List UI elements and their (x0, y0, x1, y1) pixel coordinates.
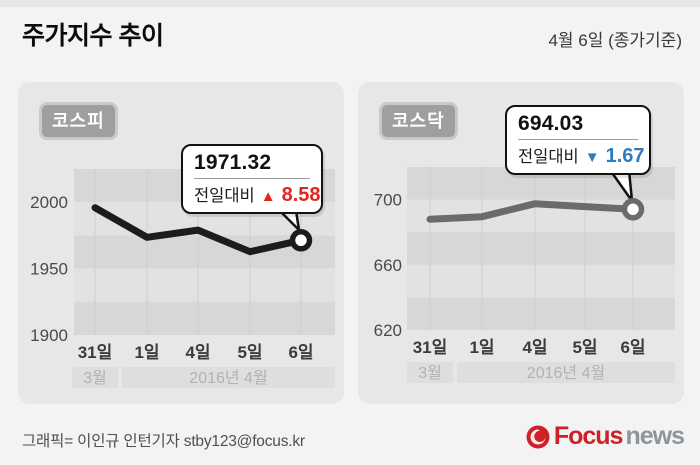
kospi-xtick-label: 5일 (237, 343, 262, 362)
kospi-panel: 2000 1950 1900 31일 1일 4일 5일 6일 3월 2016년 4월 코스피 19… (18, 82, 344, 404)
kospi-period-band (72, 367, 118, 388)
kosdaq-xtick-label: 4일 (522, 338, 547, 357)
kosdaq-stripe (407, 297, 675, 330)
kosdaq-ytick-label: 620 (374, 321, 402, 340)
kospi-callout-divider (194, 178, 310, 180)
kospi-change-label: 전일대비 (194, 187, 255, 206)
page-title: 주가지수 추이 (22, 22, 164, 50)
kospi-badge: 코스피 (39, 102, 118, 140)
kosdaq-chart: 700 660 620 31일 1일 4일 5일 6일 3월 2016년 4월 (374, 158, 675, 383)
kosdaq-change-label: 전일대비 (518, 148, 579, 167)
kosdaq-badge: 코스닥 (379, 102, 458, 140)
kospi-xtick-label: 6일 (288, 343, 313, 362)
kosdaq-callout-divider (518, 139, 638, 141)
kosdaq-period-label: 3월 (418, 364, 442, 382)
kospi-stripe (74, 301, 335, 335)
kosdaq-stripe (407, 264, 675, 298)
kosdaq-period-label: 2016년 4월 (527, 364, 605, 382)
kosdaq-period-band (457, 362, 675, 383)
kospi-ytick-label: 2000 (30, 193, 68, 212)
kospi-line (91, 204, 305, 256)
kosdaq-ytick-label: 700 (374, 191, 402, 210)
logo-text-news: news (625, 422, 685, 450)
kospi-change-value: 8.58 (281, 184, 321, 207)
kospi-period-label: 2016년 4월 (189, 369, 267, 387)
kospi-period-label: 3월 (83, 369, 107, 387)
kospi-xtick-label: 4일 (185, 343, 210, 362)
up-arrow-icon: ▲ (260, 188, 276, 206)
kosdaq-xtick-label: 5일 (572, 338, 597, 357)
kosdaq-xtick-label: 31일 (413, 338, 448, 357)
kosdaq-period-band (407, 362, 453, 383)
focusnews-swirl-icon (526, 425, 550, 448)
kospi-callout: 1971.32 전일대비 ▲ 8.58 (181, 144, 323, 215)
kospi-period-band (122, 367, 335, 388)
kospi-xtick-label: 31일 (78, 343, 113, 362)
focusnews-logo: Focus news (525, 422, 685, 451)
kospi-end-marker (289, 229, 313, 252)
down-arrow-icon: ▼ (584, 149, 600, 167)
kosdaq-xtick-label: 6일 (620, 338, 645, 357)
kosdaq-panel: 700 660 620 31일 1일 4일 5일 6일 3월 2016년 4월 코스닥 694.0… (358, 82, 684, 404)
kosdaq-stripe (407, 232, 675, 265)
kosdaq-change-value: 1.67 (605, 145, 645, 168)
top-border-strip (0, 0, 700, 7)
kosdaq-ytick-label: 660 (374, 256, 402, 275)
kosdaq-xtick-label: 1일 (469, 338, 494, 357)
kospi-ytick-label: 1900 (30, 326, 68, 345)
kosdaq-end-marker (621, 198, 645, 221)
logo-text-focus: Focus (553, 422, 624, 450)
kosdaq-callout-value: 694.03 (518, 112, 584, 135)
kospi-callout-value: 1971.32 (194, 151, 272, 174)
date-note: 4월 6일 (종가기준) (548, 31, 682, 50)
kosdaq-callout: 694.03 전일대비 ▼ 1.67 (505, 105, 651, 176)
kospi-stripe (74, 268, 335, 302)
kospi-ytick-label: 1950 (30, 260, 68, 279)
kosdaq-line (426, 200, 637, 223)
kospi-xtick-label: 1일 (134, 343, 159, 362)
credit-line: 그래픽= 이인규 인턴기자 stby123@focus.kr (22, 433, 305, 450)
